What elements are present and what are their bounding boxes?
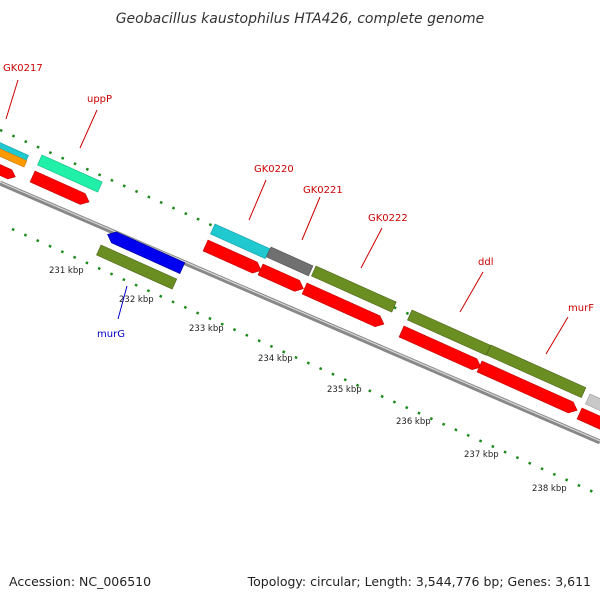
- tick-label: 231 kbp: [49, 266, 84, 276]
- label-murG: murG: [97, 329, 125, 340]
- label-gk0221: GK0221: [303, 185, 343, 196]
- gene-cds-ddl: [398, 325, 482, 371]
- genome-summary-text: Topology: circular; Length: 3,544,776 bp…: [247, 574, 591, 589]
- gene-cds-uppP: [29, 170, 90, 205]
- tick-label: 233 kbp: [189, 324, 224, 334]
- gene-cds-next: [576, 407, 600, 432]
- label-gk0220: GK0220: [254, 164, 294, 175]
- gene-bar-murF: [486, 344, 587, 399]
- gene-murG-blue: [107, 231, 186, 274]
- gene-murG-olive: [96, 244, 178, 290]
- gene-bar-gk0221: [266, 246, 314, 277]
- label-murF: murF: [568, 303, 594, 314]
- gene-cds-gk0220: [202, 239, 262, 274]
- outer-dotted-ring: [0, 128, 600, 402]
- tick-label: 238 kbp: [532, 484, 567, 494]
- gene-cds-gk0217: [0, 159, 16, 180]
- gene-cds-murF: [476, 360, 578, 414]
- gene-bar-gk0220: [210, 223, 271, 260]
- gene-cds-gk0222: [301, 282, 385, 328]
- gene-cds-gk0221: [257, 263, 304, 292]
- tick-label: 235 kbp: [327, 385, 362, 395]
- tick-label: 234 kbp: [258, 354, 293, 364]
- backbone: [0, 180, 600, 445]
- gene-bar-gk0217-orange: [0, 145, 28, 168]
- tick-label: 236 kbp: [396, 417, 431, 427]
- label-gk0217: GK0217: [3, 63, 43, 74]
- label-gk0222: GK0222: [368, 213, 408, 224]
- label-ddl: ddl: [478, 257, 493, 268]
- tick-label: 237 kbp: [464, 450, 499, 460]
- gene-bar-next-gray: [585, 393, 600, 413]
- map-title: Geobacillus kaustophilus HTA426, complet…: [116, 11, 485, 27]
- tick-label: 232 kbp: [119, 295, 154, 305]
- label-leaders: [5, 79, 569, 355]
- gene-bar-uppP: [37, 154, 103, 193]
- gene-bar-ddl: [407, 309, 491, 356]
- accession-text: Accession: NC_006510: [9, 574, 151, 589]
- label-uppP: uppP: [87, 94, 112, 105]
- gene-bar-gk0222: [311, 265, 397, 313]
